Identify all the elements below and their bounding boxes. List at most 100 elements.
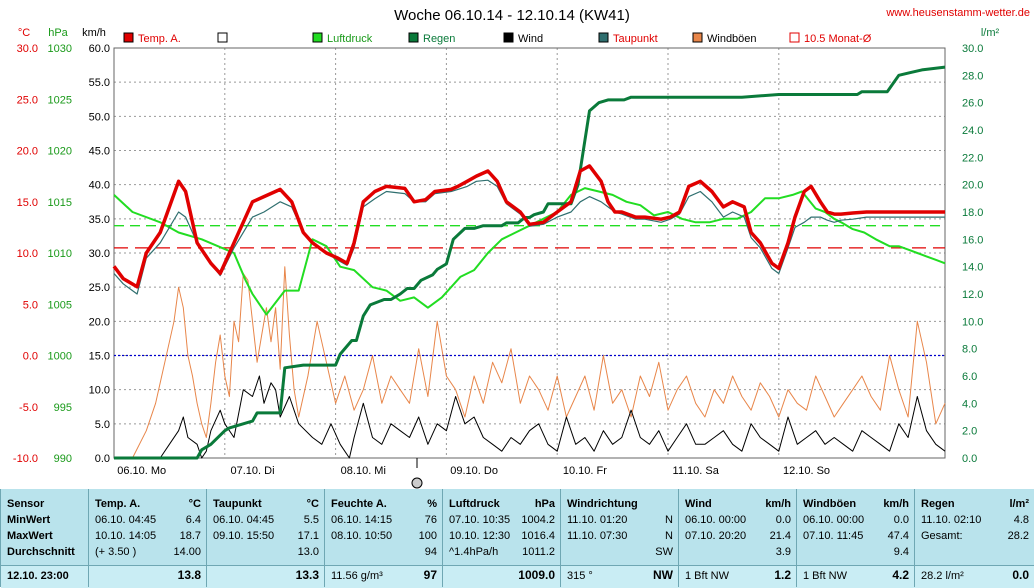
summary-current: 28.2 l/m² 0.0: [915, 565, 1034, 588]
summary-cell: 10.10. 14:05 18.7: [95, 530, 201, 542]
pressure-tick: 1030: [48, 43, 72, 55]
legend-swatch: [598, 32, 609, 43]
series-windböen-line: [114, 266, 946, 459]
wind-tick: 60.0: [89, 43, 110, 55]
series-luftdruck-line: [113, 187, 946, 316]
wind-tick: 35.0: [89, 214, 110, 226]
summary-current-value: 1 Bft NW 1.2: [685, 568, 791, 582]
summary-current-value: 315 ° NW: [567, 568, 673, 582]
rain-tick: 24.0: [962, 125, 983, 137]
summary-cell: MaxWert: [7, 530, 53, 542]
legend-swatch: [789, 32, 800, 43]
summary-cell: 13.0: [297, 546, 319, 558]
summary-cell: Regen l/m²: [921, 498, 1029, 510]
temp-tick: -5.0: [19, 402, 38, 414]
x-tick-label: 09.10. Do: [450, 465, 498, 477]
summary-col-wind: Wind km/h 06.10. 00:00 0.0 07.10. 20:20 21.4 3…: [678, 489, 797, 588]
pressure-tick: 1005: [48, 299, 72, 311]
x-tick-label: 12.10. So: [783, 465, 830, 477]
summary-cell: Windböen km/h: [803, 498, 909, 510]
wind-tick: 10.0: [89, 385, 110, 397]
summary-cell: 08.10. 10:50 100: [331, 530, 437, 542]
summary-current-value: 1009.0: [518, 568, 555, 582]
summary-cell: 07.10. 20:20 21.4: [685, 530, 791, 542]
summary-current: 1 Bft NW 1.2: [679, 565, 797, 588]
summary-current: 11.56 g/m³ 97: [325, 565, 443, 588]
rain-tick: 4.0: [962, 398, 977, 410]
summary-cell: 94: [424, 546, 437, 558]
summary-cell: MinWert: [7, 514, 51, 526]
rain-tick: 0.0: [962, 453, 977, 465]
summary-cell: 11.10. 01:20 N: [567, 514, 673, 526]
summary-cell: Luftdruck hPa: [449, 498, 555, 510]
x-tick-label: 11.10. Sa: [673, 465, 720, 477]
temp-tick: 0.0: [23, 351, 38, 363]
summary-cell: Gesamt: 28.2: [921, 530, 1029, 542]
summary-cell: 06.10. 04:45 6.4: [95, 514, 201, 526]
legend-label: Temp. A.: [138, 33, 181, 45]
summary-cell: Temp. A. °C: [95, 498, 201, 510]
x-tick-label: 07.10. Di: [230, 465, 274, 477]
rain-tick: 26.0: [962, 98, 983, 110]
temp-tick: 25.0: [17, 94, 38, 106]
plot-frame: [113, 47, 946, 459]
rain-tick: 10.0: [962, 316, 983, 328]
summary-cell: Sensor: [7, 498, 45, 510]
rain-tick: 6.0: [962, 371, 977, 383]
wind-tick: 45.0: [89, 146, 110, 158]
pressure-tick: 990: [54, 453, 72, 465]
rain-tick: 8.0: [962, 344, 977, 356]
x-tick-label: 08.10. Mi: [341, 465, 386, 477]
summary-cell: 07.10. 10:35 1004.2: [449, 514, 555, 526]
pressure-tick: 1020: [48, 146, 72, 158]
rain-tick: 18.0: [962, 207, 983, 219]
legend-label: Windböen: [707, 33, 757, 45]
summary-cell: 3.9: [775, 546, 791, 558]
summary-current: 1 Bft NW 4.2: [797, 565, 915, 588]
summary-col-dir: Windrichtung 11.10. 01:20 N 11.10. 07:30 N SW…: [560, 489, 679, 588]
summary-cell: 10.10. 12:30 1016.4: [449, 530, 555, 542]
pressure-tick: 1015: [48, 197, 72, 209]
legend-label: Wind: [518, 33, 543, 45]
wind-tick: 15.0: [89, 351, 110, 363]
pressure-tick: 1010: [48, 248, 72, 260]
summary-cell: 11.10. 02:10 4.8: [921, 514, 1029, 526]
summary-current: 13.8: [89, 565, 207, 588]
temp-tick: 30.0: [17, 43, 38, 55]
temp-tick: 10.0: [17, 248, 38, 260]
legend-label: Regen: [423, 33, 455, 45]
temp-tick: 15.0: [17, 197, 38, 209]
summary-current-value: 13.8: [177, 568, 201, 582]
rain-tick: 30.0: [962, 43, 983, 55]
legend-swatch: [692, 32, 703, 43]
summary-current-value: 11.56 g/m³ 97: [331, 568, 437, 582]
temp-tick: -10.0: [13, 453, 38, 465]
summary-col-gust: Windböen km/h 06.10. 00:00 0.0 07.10. 11:45 4…: [796, 489, 915, 588]
summary-cell: 06.10. 04:45 5.5: [213, 514, 319, 526]
summary-current-value: 12.10. 23:00: [7, 570, 69, 582]
temp-unit-label: °C: [18, 27, 30, 39]
wind-unit-label: km/h: [82, 27, 106, 39]
summary-cell: 06.10. 00:00 0.0: [803, 514, 909, 526]
summary-cell: Windrichtung: [567, 498, 638, 510]
chart-title: Woche 06.10.14 - 12.10.14 (KW41): [394, 7, 630, 24]
legend-swatch: [123, 32, 134, 43]
site-url: www.heusenstamm-wetter.de: [885, 7, 1030, 19]
summary-cell: Wind km/h: [685, 498, 791, 510]
summary-current-value: 13.3: [295, 568, 319, 582]
rain-tick: 16.0: [962, 234, 983, 246]
rain-tick: 12.0: [962, 289, 983, 301]
summary-col-press: Luftdruck hPa 07.10. 10:35 1004.2 10.10. 12:…: [442, 489, 561, 588]
summary-cell: 11.10. 07:30 N: [567, 530, 673, 542]
summary-col-temp: Temp. A. °C 06.10. 04:45 6.4 10.10. 14:05 18.…: [88, 489, 207, 588]
summary-current: 12.10. 23:00: [1, 565, 89, 588]
series-regen-line: [114, 65, 946, 460]
series-taupunkt-line: [113, 179, 945, 295]
rain-tick: 2.0: [962, 426, 977, 438]
summary-cell: Feuchte A.%: [331, 498, 437, 510]
pressure-tick: 1025: [48, 94, 72, 106]
summary-cell: (+ 3.50 ) 14.00: [95, 546, 201, 558]
legend-swatch: [503, 32, 514, 43]
legend-label: Luftdruck: [327, 33, 373, 45]
summary-cell: Taupunkt °C: [213, 498, 319, 510]
